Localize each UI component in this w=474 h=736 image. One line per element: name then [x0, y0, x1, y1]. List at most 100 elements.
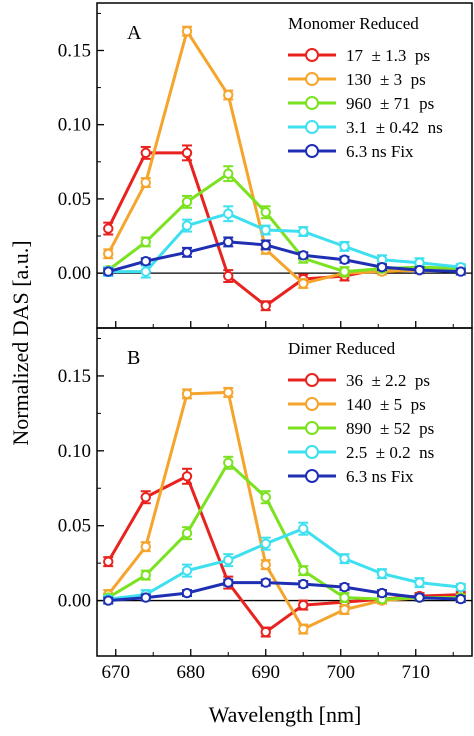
panel-b-series-5 — [103, 577, 466, 606]
panel-b-series-1-point — [298, 599, 309, 611]
panel-b-series-5-point — [414, 592, 425, 603]
panel-b-series-5-point — [223, 577, 234, 588]
panel-b-series-1-point — [181, 471, 193, 482]
panel-b-series-1-point — [103, 556, 114, 567]
panel-a-series-5-point — [455, 266, 466, 277]
panel-b-series-4-point — [455, 581, 466, 593]
panel-b-series-1 — [103, 467, 466, 638]
x-tick-label: 710 — [402, 662, 431, 683]
panel-b-series-3-point — [298, 565, 309, 576]
panel-b-series-5-point — [181, 587, 193, 599]
panel-a-series-3-point — [260, 207, 271, 218]
panel-b-series-5-point — [339, 581, 350, 593]
panel-b-legend-entry: 2.5 ± 0.2 ns — [346, 443, 434, 462]
panel-a-series-5-point — [140, 256, 151, 267]
panel-b-legend-marker — [305, 469, 319, 483]
panel-a-legend: Monomer Reduced 17 ± 1.3 ps 130 ± 3 ps 960 … — [288, 14, 443, 161]
panel-b-series-1-line — [106, 474, 461, 634]
panel-b-legend-entry: 36 ± 2.2 ps — [346, 371, 430, 390]
panel-b-legend-entry: 140 ± 5 ps — [346, 395, 426, 414]
panel-b-series-3-point — [260, 492, 271, 503]
panel-a-series-2-point — [298, 278, 309, 289]
panel-a-legend-entry: 960 ± 71 ps — [346, 94, 434, 113]
panel-b-series-3-line — [107, 461, 461, 601]
panel-a-series-3-point — [181, 196, 193, 208]
panel-a-series-3-point — [223, 168, 234, 179]
panel-b-label: B — [127, 347, 140, 369]
panel-a-series-3-point — [339, 266, 350, 277]
panel-a-legend-marker — [305, 72, 319, 86]
panel-b-legend-marker — [305, 421, 319, 435]
panel-a-legend-entry: 130 ± 3 ps — [346, 70, 426, 89]
panel-a-legend-marker — [305, 144, 319, 158]
panel-a-series-5-point — [376, 261, 388, 273]
panel-a-legend-marker — [305, 96, 319, 110]
panel-a-legend-entry: 6.3 ns Fix — [346, 142, 414, 161]
panel-a-series-2-line — [106, 29, 461, 285]
panel-a-ytick-label: 0.15 — [58, 40, 91, 61]
panel-a-label: A — [127, 22, 142, 44]
x-tick-label: 670 — [102, 662, 131, 683]
panel-a-legend-marker — [305, 120, 319, 134]
panel-b-series-5-line — [108, 581, 461, 603]
panel-b-series-4-point — [223, 554, 234, 566]
panel-b-frame — [96, 327, 473, 657]
x-axis-label: Wavelength [nm] — [209, 702, 362, 727]
panel-a-series-5-point — [260, 239, 271, 251]
panel-a-series-1-point — [181, 147, 193, 159]
panel-b-series-4-point — [298, 523, 309, 534]
x-tick-label: 680 — [177, 662, 206, 683]
x-tick-label: 690 — [252, 662, 281, 683]
panel-b-series-5-point — [455, 593, 466, 605]
panel-a-series-4-point — [298, 226, 309, 237]
panel-b-series-4-point — [181, 565, 193, 576]
panel-b-legend-marker — [305, 445, 319, 459]
panel-b-ytick-label: 0.10 — [58, 441, 91, 462]
panel-a-series-5-point — [223, 236, 234, 248]
panel-b-legend-marker — [305, 397, 319, 411]
panel-b-series-5-point — [376, 587, 388, 599]
panel-b-series-3-point — [339, 592, 350, 603]
panel-a-legend-entry: 17 ± 1.3 ps — [346, 46, 430, 65]
panel-b-series-2-point — [260, 559, 271, 570]
panel-a-series-5 — [103, 236, 466, 277]
panel-a-series-4-point — [223, 208, 234, 219]
panel-a-series-5-point — [298, 250, 309, 261]
panel-b-ytick-label: 0.15 — [58, 366, 91, 387]
panel-b-ytick-label: 0.00 — [58, 591, 91, 612]
panel-a-series-5-point — [103, 266, 114, 277]
panel-a-series-5-point — [414, 264, 425, 276]
panel-a-series-1-point — [223, 270, 234, 282]
panel-a-series-4-line — [108, 212, 461, 274]
panel-a-series-2-point — [140, 177, 151, 188]
panel-a-legend-title: Monomer Reduced — [288, 14, 419, 33]
panel-b-series-4-point — [414, 577, 425, 588]
panel-b-series-2-point — [223, 387, 234, 398]
panel-b-series-3-point — [223, 457, 234, 468]
panel-b-series-2-point — [339, 604, 350, 615]
panel-b-legend-marker — [305, 373, 319, 387]
panel-b-series-5-point — [140, 592, 151, 603]
panel-b-series-4-point — [339, 553, 350, 564]
panel-a-series-5-point — [339, 254, 350, 265]
panel-b-series-1-point — [140, 492, 151, 503]
panel-a-series-5-point — [181, 247, 193, 258]
panel-a-series-4-point — [339, 241, 350, 252]
panel-b: 0.00 0.05 0.10 0.15 670 680 690 700 710 B Dimer Re… — [58, 327, 473, 683]
panel-b-ytick-label: 0.05 — [58, 516, 91, 537]
panel-a-series-4-point — [260, 224, 271, 236]
panel-a-series-4-point — [140, 266, 151, 277]
panel-a-series-2-point — [223, 89, 234, 101]
panel-a-series-3-point — [140, 236, 151, 248]
panel-a-ytick-label: 0.05 — [58, 189, 91, 210]
panel-b-series-5-point — [103, 595, 114, 606]
panel-b-series-3-point — [140, 569, 151, 581]
panel-b-series-4-line — [108, 527, 461, 601]
panel-a-series-1-point — [103, 223, 114, 234]
y-axis-label: Normalized DAS [a.u.] — [8, 240, 33, 445]
panel-b-series-4-point — [260, 538, 271, 549]
panel-b-series-2-point — [140, 541, 151, 552]
panel-a-series-1-point — [260, 300, 271, 311]
